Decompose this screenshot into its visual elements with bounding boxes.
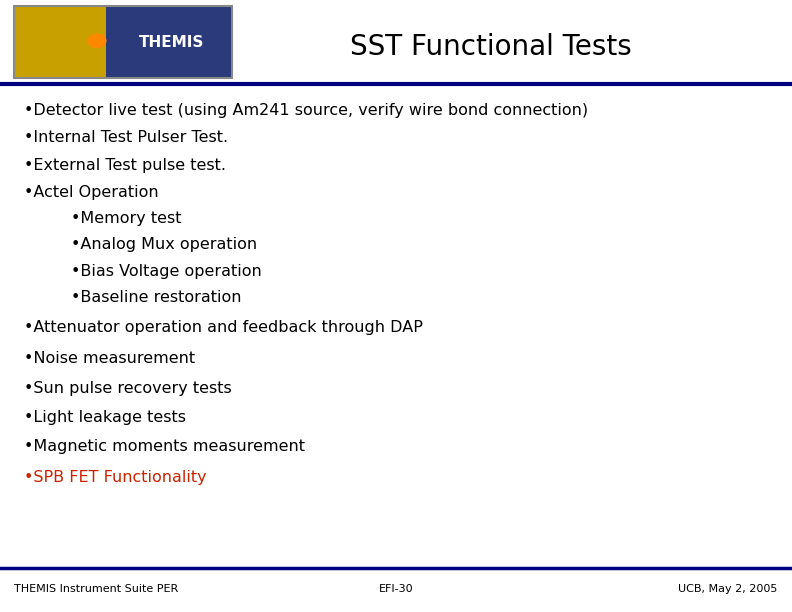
Bar <box>14 6 106 78</box>
Text: •Detector live test (using Am241 source, verify wire bond connection): •Detector live test (using Am241 source,… <box>24 103 588 118</box>
Text: •Bias Voltage operation: •Bias Voltage operation <box>71 264 262 278</box>
Text: EFI-30: EFI-30 <box>379 584 413 594</box>
Text: •SPB FET Functionality: •SPB FET Functionality <box>24 470 207 485</box>
Text: •Sun pulse recovery tests: •Sun pulse recovery tests <box>24 381 231 396</box>
Text: •Magnetic moments measurement: •Magnetic moments measurement <box>24 439 305 454</box>
Text: THEMIS Instrument Suite PER: THEMIS Instrument Suite PER <box>14 584 178 594</box>
Text: •Internal Test Pulser Test.: •Internal Test Pulser Test. <box>24 130 228 145</box>
Text: SST Functional Tests: SST Functional Tests <box>350 33 632 61</box>
Text: •Memory test: •Memory test <box>71 211 182 226</box>
Circle shape <box>88 34 107 48</box>
Bar <box>106 6 232 78</box>
Text: •Light leakage tests: •Light leakage tests <box>24 410 186 425</box>
Text: •External Test pulse test.: •External Test pulse test. <box>24 158 226 173</box>
Text: •Baseline restoration: •Baseline restoration <box>71 290 242 305</box>
Text: UCB, May 2, 2005: UCB, May 2, 2005 <box>679 584 778 594</box>
Text: •Actel Operation: •Actel Operation <box>24 185 158 200</box>
Text: •Noise measurement: •Noise measurement <box>24 351 195 365</box>
Text: THEMIS: THEMIS <box>139 35 204 50</box>
Bar <box>14 6 232 78</box>
Text: •Attenuator operation and feedback through DAP: •Attenuator operation and feedback throu… <box>24 320 423 335</box>
Text: •Analog Mux operation: •Analog Mux operation <box>71 237 257 252</box>
